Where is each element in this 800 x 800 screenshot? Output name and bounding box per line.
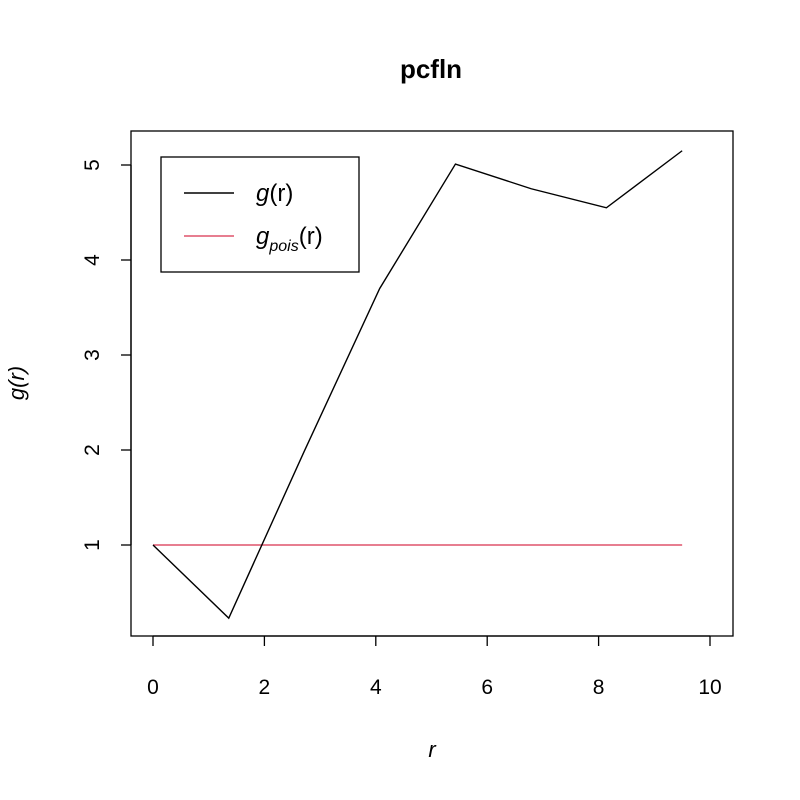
legend-label-1: gpois(r): [256, 223, 323, 255]
y-tick-label: 2: [81, 444, 104, 456]
x-axis-label: r: [428, 737, 437, 762]
y-tick-label: 1: [81, 539, 104, 551]
y-tick-label: 3: [81, 349, 104, 361]
x-tick-label: 8: [593, 676, 605, 699]
x-tick-label: 2: [259, 676, 271, 699]
legend-box: [160, 156, 360, 273]
series-layer: [152, 150, 683, 620]
y-tick-label: 4: [81, 254, 104, 266]
legend-label-main: g: [256, 223, 270, 250]
legend-label-tail: (r): [299, 223, 323, 250]
x-tick-label: 4: [370, 676, 382, 699]
x-tick-label: 10: [698, 676, 721, 699]
series-line-0: [152, 150, 683, 620]
y-axis: 1 2 3 4 5: [81, 159, 132, 551]
x-tick-label: 0: [147, 676, 159, 699]
legend-label-main: g: [256, 180, 270, 207]
y-axis-label: g(r): [4, 366, 29, 400]
y-tick-label: 5: [81, 159, 104, 171]
legend-label-tail: (r): [269, 180, 293, 207]
x-tick-label: 6: [481, 676, 493, 699]
legend-label-sub: pois: [268, 238, 298, 255]
legend-label-0: g(r): [256, 180, 293, 207]
x-axis: 0 2 4 6 8 10: [147, 635, 722, 699]
legend: g(r)gpois(r): [160, 156, 360, 273]
chart-title: pcfln: [400, 54, 462, 84]
